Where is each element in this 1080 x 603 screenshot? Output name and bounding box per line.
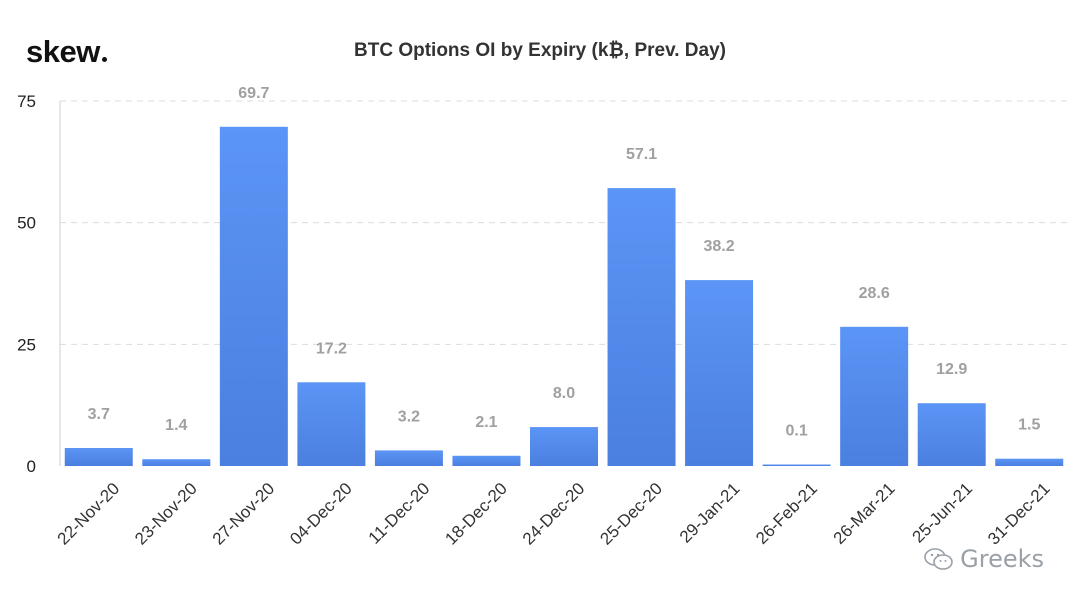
y-tick-label: 25	[17, 335, 36, 354]
data-label: 3.7	[88, 406, 110, 423]
data-label: 3.2	[398, 408, 420, 425]
bar	[219, 126, 288, 466]
x-tick-label: 24-Dec-20	[519, 479, 589, 549]
chart-title: BTC Options OI by Expiry (k₿, Prev. Day)	[354, 40, 726, 61]
watermark: Greeks	[924, 545, 1044, 573]
logo-dot	[101, 57, 107, 62]
x-tick-label: 27-Nov-20	[209, 479, 279, 549]
x-tick-label: 26-Mar-21	[830, 479, 899, 548]
data-label: 57.1	[626, 146, 657, 163]
bar	[530, 427, 598, 466]
bar	[762, 464, 831, 466]
bar	[607, 188, 676, 466]
wechat-icon	[924, 548, 953, 570]
bar	[297, 382, 366, 466]
bar	[374, 450, 443, 466]
x-tick-label: 18-Dec-20	[441, 479, 511, 549]
data-label: 12.9	[936, 361, 967, 378]
data-label: 2.1	[475, 414, 497, 431]
watermark-text: Greeks	[960, 545, 1044, 573]
bar	[452, 455, 521, 466]
bar	[840, 326, 909, 466]
x-tick-label: 25-Dec-20	[596, 479, 666, 549]
x-tick-label: 29-Jan-21	[676, 479, 744, 547]
logo-text: skew	[26, 34, 100, 69]
data-label: 69.7	[238, 85, 269, 102]
bar	[685, 280, 754, 466]
bar	[917, 403, 986, 466]
y-tick-label: 50	[17, 214, 36, 233]
data-label: 17.2	[316, 340, 347, 357]
data-label: 1.4	[165, 417, 187, 434]
bar	[142, 459, 211, 466]
x-tick-label: 22-Nov-20	[54, 479, 124, 549]
y-tick-label: 0	[27, 457, 36, 476]
data-label: 0.1	[785, 423, 807, 440]
data-label: 8.0	[553, 385, 575, 402]
y-tick-label: 75	[17, 92, 36, 111]
x-tick-label: 26-Feb-21	[752, 479, 821, 548]
data-label: 38.2	[704, 238, 735, 255]
x-tick-label: 23-Nov-20	[131, 479, 201, 549]
data-label: 28.6	[859, 285, 890, 302]
x-tick-label: 11-Dec-20	[365, 479, 434, 548]
x-tick-label: 25-Jun-21	[909, 479, 977, 547]
skew-logo: skew	[26, 34, 107, 70]
x-tick-label: 31-Dec-21	[984, 479, 1054, 549]
bar	[64, 447, 133, 466]
bar	[995, 458, 1064, 466]
data-label: 1.5	[1018, 417, 1040, 434]
x-tick-label: 04-Dec-20	[286, 479, 356, 549]
